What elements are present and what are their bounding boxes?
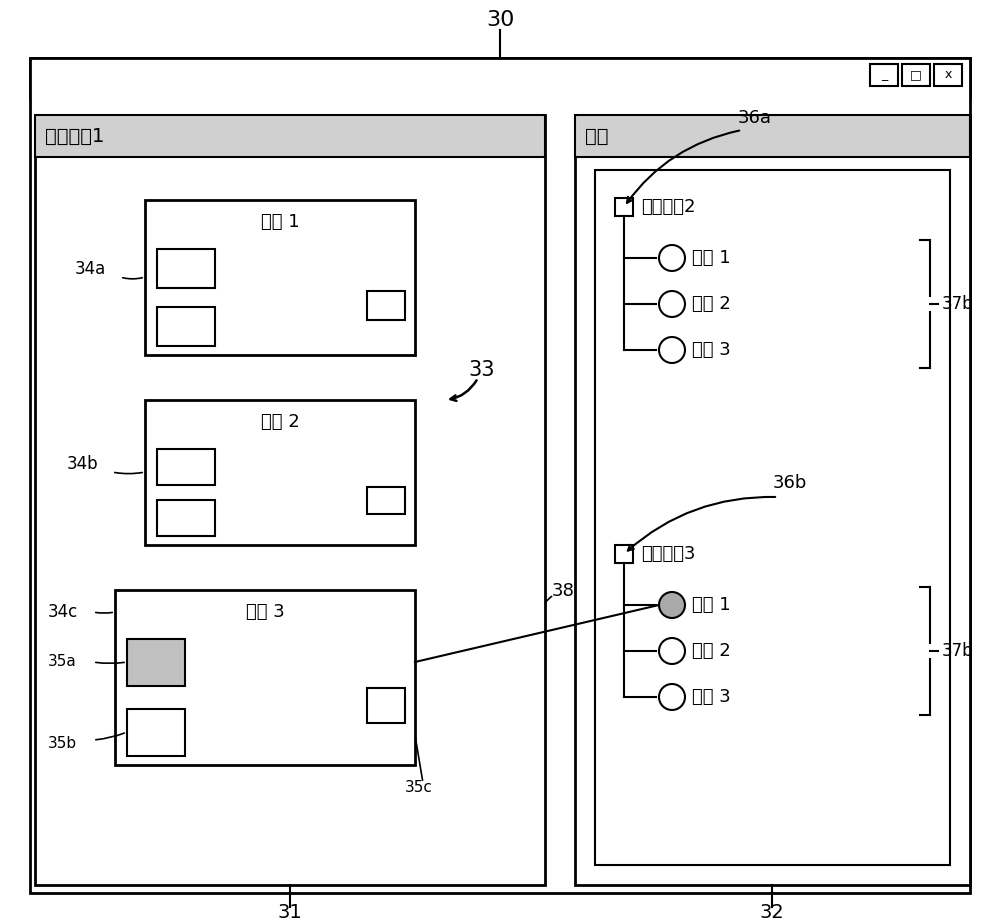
Text: 信号 2: 信号 2 [692, 295, 731, 313]
Text: 功能 1: 功能 1 [261, 213, 299, 231]
Text: x: x [944, 68, 952, 81]
Bar [35, 115, 545, 885]
Text: 36b: 36b [773, 474, 807, 492]
Bar [367, 291, 405, 320]
Text: 38: 38 [552, 582, 575, 600]
Text: 现场设备3: 现场设备3 [641, 545, 696, 563]
Text: 功能 3: 功能 3 [246, 603, 284, 621]
Bar [902, 64, 930, 86]
Bar [30, 58, 970, 98]
Text: 现场设备2: 现场设备2 [641, 198, 696, 216]
Text: 信号 3: 信号 3 [692, 341, 731, 359]
Bar [870, 64, 898, 86]
Text: 35c: 35c [405, 780, 433, 795]
Text: 信号 3: 信号 3 [692, 688, 731, 706]
Text: 35a: 35a [48, 654, 77, 669]
Bar [145, 400, 415, 545]
Circle shape [659, 592, 685, 618]
Text: 33: 33 [469, 360, 495, 380]
Bar [367, 688, 405, 723]
Text: 36a: 36a [738, 109, 772, 127]
Text: 信号 2: 信号 2 [692, 642, 731, 660]
Text: 信号 1: 信号 1 [692, 249, 731, 267]
Bar [615, 198, 633, 216]
Bar [127, 639, 185, 686]
Text: 34c: 34c [48, 603, 78, 621]
Text: 信号 1: 信号 1 [692, 596, 731, 614]
Text: 现场设备1: 现场设备1 [45, 126, 104, 146]
Bar [115, 590, 415, 765]
Bar [157, 307, 215, 346]
Text: 37b: 37b [942, 642, 974, 660]
Bar [157, 500, 215, 536]
Bar [575, 115, 970, 157]
Text: 30: 30 [486, 10, 514, 30]
Text: 35b: 35b [48, 737, 77, 751]
Text: 34b: 34b [67, 455, 99, 473]
Bar [934, 64, 962, 86]
Text: 32: 32 [760, 904, 784, 922]
Bar [367, 487, 405, 514]
Bar [575, 115, 970, 885]
Bar [595, 170, 950, 865]
Text: □: □ [910, 68, 922, 81]
Text: 31: 31 [278, 904, 302, 922]
Bar [35, 115, 545, 157]
Text: 功能 2: 功能 2 [261, 413, 299, 431]
Bar [615, 545, 633, 563]
Text: 设施: 设施 [585, 126, 608, 146]
Bar [145, 200, 415, 355]
Text: _: _ [881, 68, 887, 81]
Bar [127, 709, 185, 756]
Bar [157, 249, 215, 288]
Text: 37b: 37b [942, 295, 974, 313]
Bar [157, 449, 215, 485]
Text: 34a: 34a [75, 260, 106, 278]
